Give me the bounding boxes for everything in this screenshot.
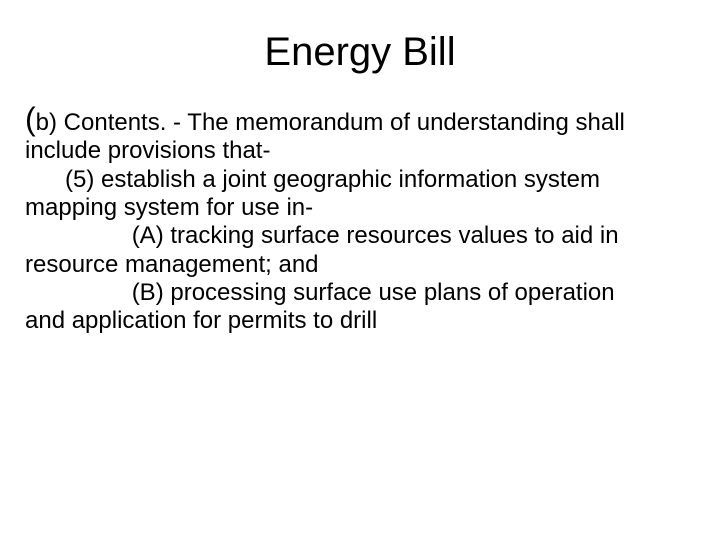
body-line-5: (A) tracking surface resources values to… bbox=[25, 222, 695, 250]
slide-title: Energy Bill bbox=[25, 30, 695, 75]
slide: Energy Bill (b) Contents. - The memorand… bbox=[0, 0, 720, 540]
body-line-7: (B) processing surface use plans of oper… bbox=[25, 279, 695, 307]
line1-text: b) Contents. - The memorandum of underst… bbox=[36, 109, 625, 136]
body-line-8: and application for permits to drill bbox=[25, 307, 695, 335]
body-line-1: (b) Contents. - The memorandum of unders… bbox=[25, 103, 695, 137]
slide-body: (b) Contents. - The memorandum of unders… bbox=[25, 103, 695, 336]
body-line-4: mapping system for use in- bbox=[25, 194, 695, 222]
body-line-6: resource management; and bbox=[25, 251, 695, 279]
lead-paren: ( bbox=[25, 101, 36, 137]
body-line-2: include provisions that- bbox=[25, 137, 695, 165]
body-line-3: (5) establish a joint geographic informa… bbox=[25, 166, 695, 194]
